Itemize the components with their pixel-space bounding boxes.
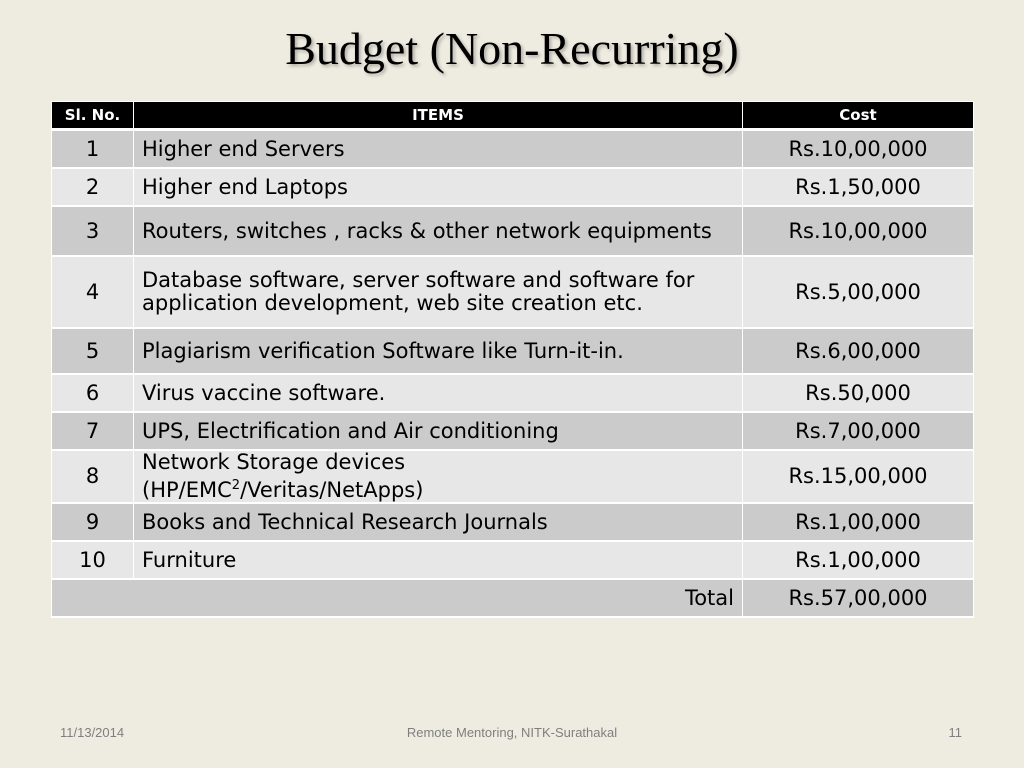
row-item: Higher end Servers	[133, 128, 743, 169]
row-item-line2-pre: (HP/EMC	[142, 478, 232, 502]
row-sl-no: 2	[51, 167, 134, 207]
row-cost: Rs.10,00,000	[742, 128, 974, 169]
superscript: 2	[231, 478, 241, 493]
row-item: Higher end Laptops	[133, 167, 743, 207]
row-sl-no: 4	[51, 255, 134, 329]
row-cost: Rs.1,00,000	[742, 502, 974, 542]
total-cost: Rs.57,00,000	[742, 578, 974, 618]
row-cost: Rs.7,00,000	[742, 411, 974, 451]
row-item: Network Storage devices (HP/EMC2/Veritas/…	[133, 449, 743, 504]
row-cost: Rs.1,00,000	[742, 540, 974, 580]
footer-date: 11/13/2014	[60, 725, 125, 740]
row-item-line2-post: /Veritas/NetApps)	[240, 478, 424, 502]
table-row: 8 Network Storage devices (HP/EMC2/Verita…	[51, 449, 974, 504]
row-item: UPS, Electrification and Air conditionin…	[133, 411, 743, 451]
header-items: ITEMS	[133, 101, 743, 131]
header-cost: Cost	[742, 101, 974, 131]
table-row: 2 Higher end Laptops Rs.1,50,000	[51, 167, 974, 207]
table-row: 1 Higher end Servers Rs.10,00,000	[51, 128, 974, 169]
table-row: 9 Books and Technical Research Journals …	[51, 502, 974, 542]
row-sl-no: 9	[51, 502, 134, 542]
row-item: Database software, server software and s…	[133, 255, 743, 329]
footer-center-text: Remote Mentoring, NITK-Surathakal	[406, 725, 618, 740]
row-cost: Rs.1,50,000	[742, 167, 974, 207]
row-item-line1: Network Storage devices	[142, 450, 406, 474]
row-item: Routers, switches , racks & other networ…	[133, 205, 743, 257]
row-sl-no: 1	[51, 128, 134, 169]
table-row: 6 Virus vaccine software. Rs.50,000	[51, 373, 974, 413]
row-cost: Rs.15,00,000	[742, 449, 974, 504]
row-cost: Rs.6,00,000	[742, 327, 974, 375]
footer-page-number: 11	[948, 725, 963, 740]
row-sl-no: 7	[51, 411, 134, 451]
table-header-row: Sl. No. ITEMS Cost	[51, 101, 974, 131]
table-row: 5 Plagiarism verification Software like …	[51, 327, 974, 375]
row-cost: Rs.50,000	[742, 373, 974, 413]
row-item: Plagiarism verification Software like Tu…	[133, 327, 743, 375]
row-cost: Rs.5,00,000	[742, 255, 974, 329]
row-item: Furniture	[133, 540, 743, 580]
row-sl-no: 8	[51, 449, 134, 504]
row-sl-no: 10	[51, 540, 134, 580]
total-row: Total Rs.57,00,000	[51, 578, 974, 618]
table-row: 3 Routers, switches , racks & other netw…	[51, 205, 974, 257]
row-sl-no: 6	[51, 373, 134, 413]
row-item: Virus vaccine software.	[133, 373, 743, 413]
header-sl-no: Sl. No.	[51, 101, 134, 131]
row-sl-no: 5	[51, 327, 134, 375]
table-row: 7 UPS, Electrification and Air condition…	[51, 411, 974, 451]
row-item: Books and Technical Research Journals	[133, 502, 743, 542]
table-row: 4 Database software, server software and…	[51, 255, 974, 329]
slide-title: Budget (Non-Recurring)	[285, 23, 739, 74]
row-cost: Rs.10,00,000	[742, 205, 974, 257]
table-row: 10 Furniture Rs.1,00,000	[51, 540, 974, 580]
budget-table: Sl. No. ITEMS Cost 1 Higher end Servers …	[51, 101, 974, 618]
total-label: Total	[51, 578, 743, 618]
row-sl-no: 3	[51, 205, 134, 257]
